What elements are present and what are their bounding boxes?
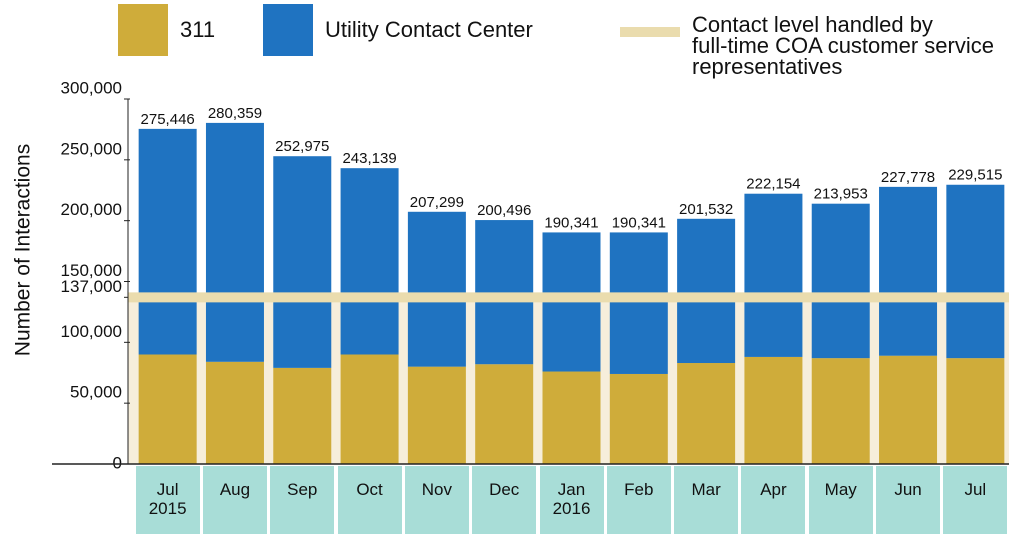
y-tick-label: 250,000: [61, 139, 122, 158]
bar-segment: [273, 156, 332, 368]
bar-segment: [138, 354, 197, 464]
bar-segment: [677, 363, 736, 464]
bar-segment: [205, 122, 264, 362]
y-tick-label: 300,000: [61, 78, 122, 97]
bar-segment: [811, 358, 870, 464]
legend-swatch: [263, 4, 313, 56]
legend-label: Utility Contact Center: [325, 17, 533, 42]
data-label: 200,496: [477, 202, 531, 219]
bar-segment: [677, 218, 736, 364]
y-tick-label: 0: [113, 453, 122, 472]
x-tick-label: Mar: [674, 466, 739, 534]
bar-segment: [475, 220, 534, 365]
bar-segment: [407, 211, 466, 367]
data-label: 190,341: [612, 214, 666, 231]
x-tick-label: Jun: [876, 466, 941, 534]
bar-segment: [811, 203, 870, 359]
y-tick-label: 200,000: [61, 200, 122, 219]
legend-label: 311: [180, 17, 215, 42]
y-axis-label: Number of Interactions: [12, 144, 35, 356]
data-label: 222,154: [746, 176, 800, 193]
data-label: 201,532: [679, 201, 733, 218]
data-label: 207,299: [410, 194, 464, 211]
data-label: 229,515: [948, 167, 1002, 184]
data-label: 227,778: [881, 169, 935, 186]
x-tick-label: Nov: [404, 466, 469, 534]
y-tick-label: 50,000: [70, 383, 122, 402]
data-label: 213,953: [814, 186, 868, 203]
bar-segment: [138, 128, 197, 355]
bar-segment: [744, 356, 803, 464]
data-label: 252,975: [275, 138, 329, 155]
y-tick-label: 137,000: [61, 277, 122, 296]
x-tick-label: Sep: [270, 466, 335, 534]
bar-segment: [407, 366, 466, 464]
legend-label: Contact level handled by full-time COA c…: [692, 12, 994, 79]
bar-segment: [273, 367, 332, 464]
x-tick-label: Aug: [202, 466, 267, 534]
bar-segment: [205, 361, 264, 464]
x-tick-label: Oct: [337, 466, 402, 534]
bar-segment: [542, 371, 601, 464]
bar-segment: [609, 373, 668, 464]
x-tick-label: Apr: [741, 466, 806, 534]
bar-segment: [609, 232, 668, 374]
data-label: 275,446: [141, 111, 195, 128]
x-tick-label: Feb: [606, 466, 671, 534]
bar-segment: [879, 186, 938, 356]
bar-segment: [946, 184, 1005, 359]
x-tick-label: Dec: [472, 466, 537, 534]
y-tick-label: 150,000: [61, 261, 122, 280]
y-tick-label: 100,000: [61, 322, 122, 341]
x-tick-label: May: [808, 466, 873, 534]
bar-segment: [340, 168, 399, 355]
bar-segment: [475, 364, 534, 464]
x-tick-label: Jul: [943, 466, 1008, 534]
bar-segment: [744, 193, 803, 357]
data-label: 190,341: [544, 214, 598, 231]
bar-segment: [946, 358, 1005, 464]
x-tick-label: Jul 2015: [135, 466, 200, 534]
x-tick-label: Jan 2016: [539, 466, 604, 534]
bar-segment: [340, 354, 399, 464]
data-label: 243,139: [342, 150, 396, 167]
legend-swatch: [118, 4, 168, 56]
data-label: 280,359: [208, 105, 262, 122]
bar-segment: [879, 355, 938, 464]
